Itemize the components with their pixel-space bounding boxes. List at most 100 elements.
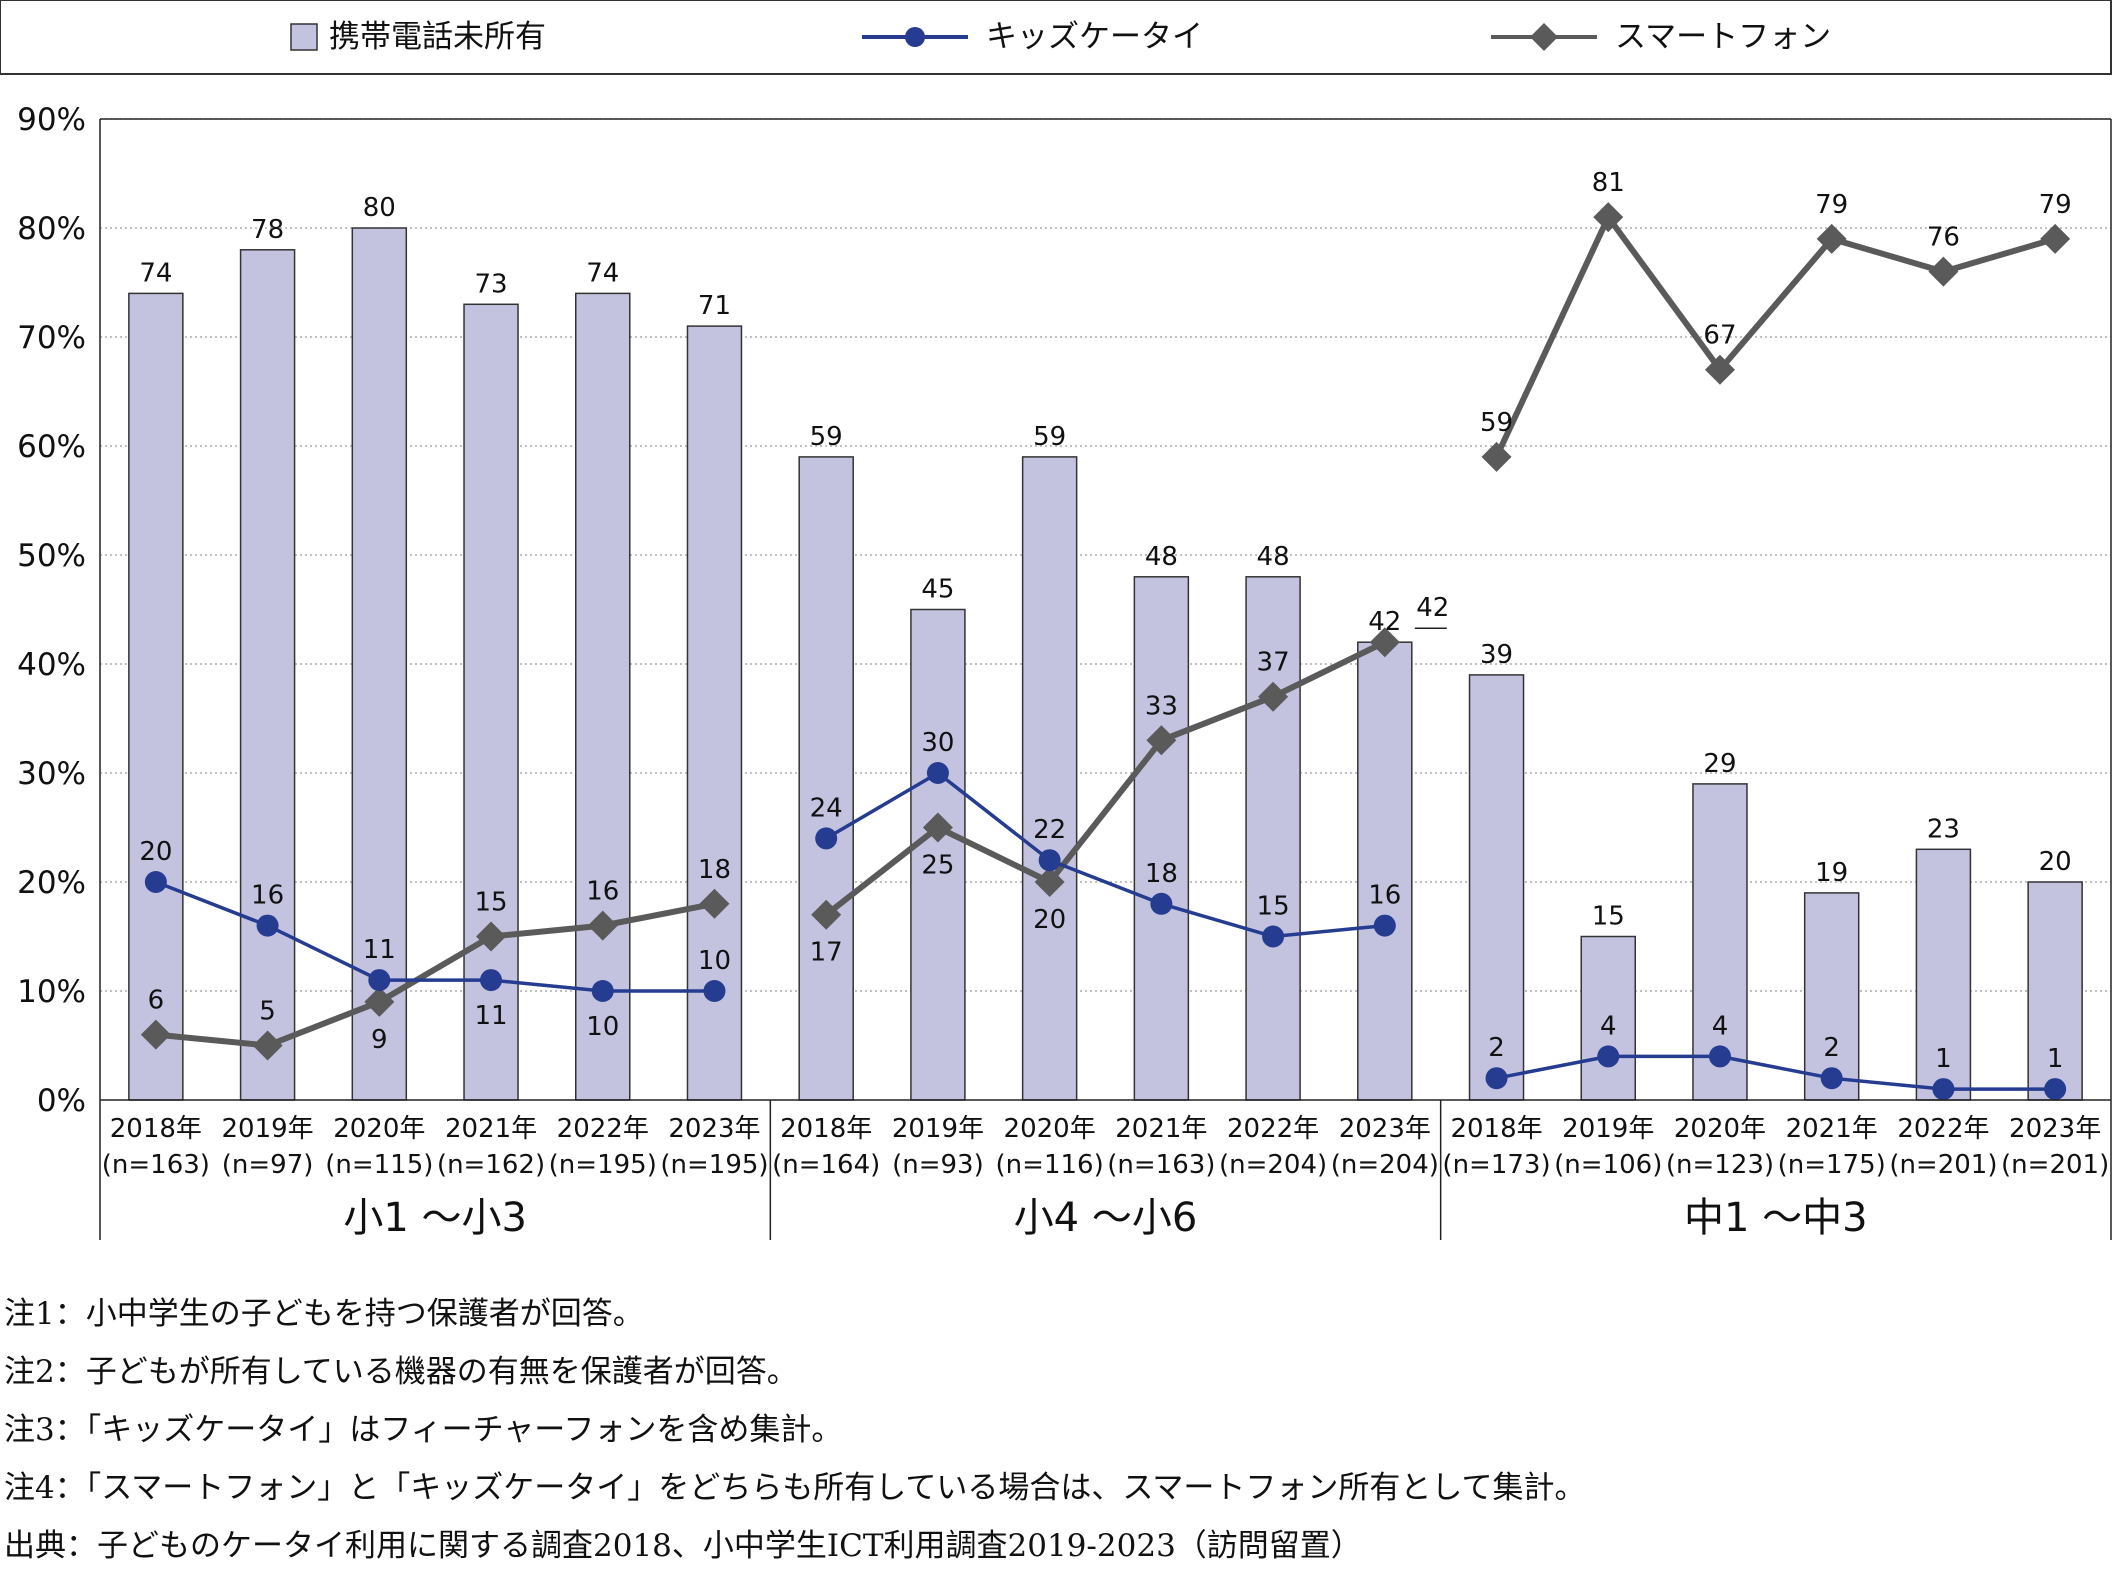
x-tick-year: 2019年 bbox=[892, 1114, 984, 1144]
x-tick-year: 2018年 bbox=[780, 1114, 872, 1144]
smartphone-value-label: 81 bbox=[1592, 168, 1625, 198]
bar bbox=[575, 292, 631, 1101]
smartphone-line bbox=[155, 900, 716, 1049]
legend-kids-marker bbox=[905, 27, 925, 47]
bar bbox=[910, 608, 966, 1101]
x-tick-year: 2020年 bbox=[1004, 1114, 1096, 1144]
x-tick-sample-size: (n=173) bbox=[1442, 1150, 1550, 1180]
kids-phone-value-label: 10 bbox=[586, 1012, 619, 1042]
kids-phone-value-label: 15 bbox=[1257, 892, 1290, 922]
kids-phone-point bbox=[703, 980, 726, 1002]
x-tick-sample-size: (n=163) bbox=[1107, 1150, 1215, 1180]
smartphone-line bbox=[824, 639, 1387, 918]
bars bbox=[128, 227, 2083, 1101]
bar-value-label: 20 bbox=[2039, 847, 2072, 877]
kids-phone-point bbox=[1150, 892, 1173, 915]
bar bbox=[686, 325, 743, 1101]
bar bbox=[1245, 576, 1301, 1101]
bar-value-label: 39 bbox=[1480, 640, 1513, 670]
kids-phone-point bbox=[256, 914, 279, 937]
bar-value-label: 15 bbox=[1592, 902, 1625, 932]
smartphone-value-label: 33 bbox=[1145, 691, 1178, 721]
bar-value-label: 74 bbox=[139, 258, 172, 288]
bar-value-label: 23 bbox=[1927, 814, 1960, 844]
bar bbox=[1803, 892, 1860, 1101]
smartphone-value-label: 6 bbox=[148, 986, 165, 1016]
legend-label-kids: キッズケータイ bbox=[986, 19, 1203, 55]
kids-phone-point bbox=[1820, 1067, 1843, 1090]
kids-phone-line bbox=[825, 770, 1385, 939]
kids-phone-value-label: 16 bbox=[1368, 881, 1401, 911]
bar-value-label: 74 bbox=[586, 258, 619, 288]
smartphone-point bbox=[1481, 441, 1512, 472]
bar bbox=[2027, 881, 2083, 1101]
notes: 注1：小中学生の子どもを持つ保護者が回答。 注2：子どもが所有している機器の有無… bbox=[4, 1285, 2104, 1575]
chart: 携帯電話未所有 キッズケータイ スマートフォン 0%10%20%30%40%50… bbox=[0, 0, 2112, 1241]
bar-value-label: 59 bbox=[810, 422, 843, 452]
note-1: 注1：小中学生の子どもを持つ保護者が回答。 bbox=[4, 1296, 644, 1332]
x-tick-sample-size: (n=123) bbox=[1666, 1150, 1774, 1180]
kids-phone-point bbox=[815, 827, 838, 850]
kids-phone-value-label: 20 bbox=[139, 837, 172, 867]
y-tick-label: 80% bbox=[17, 211, 86, 247]
x-tick-sample-size: (n=195) bbox=[660, 1150, 768, 1180]
smartphone-point bbox=[1593, 202, 1624, 233]
x-tick-year: 2021年 bbox=[1786, 1114, 1878, 1144]
x-tick-year: 2023年 bbox=[1339, 1114, 1431, 1144]
x-tick-sample-size: (n=162) bbox=[437, 1150, 545, 1180]
smartphone-value-label: 9 bbox=[371, 1025, 388, 1055]
kids-phone-value-label: 1 bbox=[1935, 1044, 1952, 1074]
legend-smart-marker bbox=[1530, 23, 1558, 51]
group-label: 小4 ～小6 bbox=[1014, 1195, 1198, 1241]
kids-phone-value-label: 24 bbox=[810, 793, 843, 823]
note-4: 注4：「スマートフォン」と「キッズケータイ」をどちらも所有している場合は、スマー… bbox=[4, 1470, 1586, 1506]
x-tick-sample-size: (n=164) bbox=[772, 1150, 880, 1180]
kids-phone-point bbox=[1373, 914, 1396, 937]
bar bbox=[1133, 576, 1190, 1101]
kids-phone-value-label: 1 bbox=[2047, 1044, 2064, 1074]
bar-value-label: 29 bbox=[1703, 749, 1736, 779]
x-tick-year: 2022年 bbox=[1897, 1114, 1989, 1144]
kids-phone-value-label: 2 bbox=[1823, 1033, 1840, 1063]
kids-phone-point bbox=[1262, 925, 1285, 948]
kids-phone-value-label: 2 bbox=[1488, 1033, 1505, 1063]
smartphone-point bbox=[1146, 725, 1177, 756]
smartphone-value-label: 17 bbox=[810, 938, 843, 968]
note-source: 出典：子どものケータイ利用に関する調査2018、小中学生ICT利用調査2019-… bbox=[4, 1528, 1362, 1564]
gridlines bbox=[100, 118, 2111, 992]
smartphone-point bbox=[140, 1019, 171, 1050]
x-tick-sample-size: (n=201) bbox=[2001, 1150, 2109, 1180]
bar-value-label: 59 bbox=[1033, 422, 1066, 452]
x-tick-sample-size: (n=175) bbox=[1778, 1150, 1886, 1180]
bar-value-label: 19 bbox=[1815, 858, 1848, 888]
legend-label-no-phone: 携帯電話未所有 bbox=[329, 19, 546, 55]
x-tick-year: 2019年 bbox=[1562, 1114, 1654, 1144]
y-tick-label: 40% bbox=[17, 647, 86, 683]
smartphone-point bbox=[1034, 867, 1065, 897]
x-tick-sample-size: (n=97) bbox=[222, 1150, 314, 1180]
kids-phone-value-label: 4 bbox=[1600, 1011, 1617, 1041]
smartphone-value-label: 79 bbox=[2039, 190, 2072, 220]
y-tick-label: 60% bbox=[17, 429, 86, 465]
kids-phone-value-label: 16 bbox=[251, 881, 284, 911]
bar bbox=[1357, 641, 1413, 1101]
bar-value-label: 80 bbox=[363, 193, 396, 223]
x-tick-year: 2023年 bbox=[2009, 1114, 2101, 1144]
x-tick-sample-size: (n=195) bbox=[549, 1150, 657, 1180]
kids-phone-line bbox=[1496, 1054, 2056, 1091]
kids-phone-point bbox=[926, 762, 949, 784]
smartphone-value-label: 42 bbox=[1416, 593, 1449, 623]
smartphone-point bbox=[699, 888, 730, 919]
kids-phone-value-label: 30 bbox=[921, 728, 954, 758]
smartphone-value-label: 25 bbox=[921, 851, 954, 881]
x-tick-year: 2019年 bbox=[221, 1114, 313, 1144]
note-2: 注2：子どもが所有している機器の有無を保護者が回答。 bbox=[4, 1354, 798, 1390]
y-tick-label: 0% bbox=[37, 1083, 86, 1119]
legend-box bbox=[0, 0, 2112, 75]
bar-value-label: 73 bbox=[474, 269, 507, 299]
y-tick-label: 30% bbox=[17, 756, 86, 792]
x-tick-year: 2022年 bbox=[557, 1114, 649, 1144]
smartphone-point bbox=[476, 921, 507, 952]
x-tick-year: 2020年 bbox=[1674, 1114, 1766, 1144]
